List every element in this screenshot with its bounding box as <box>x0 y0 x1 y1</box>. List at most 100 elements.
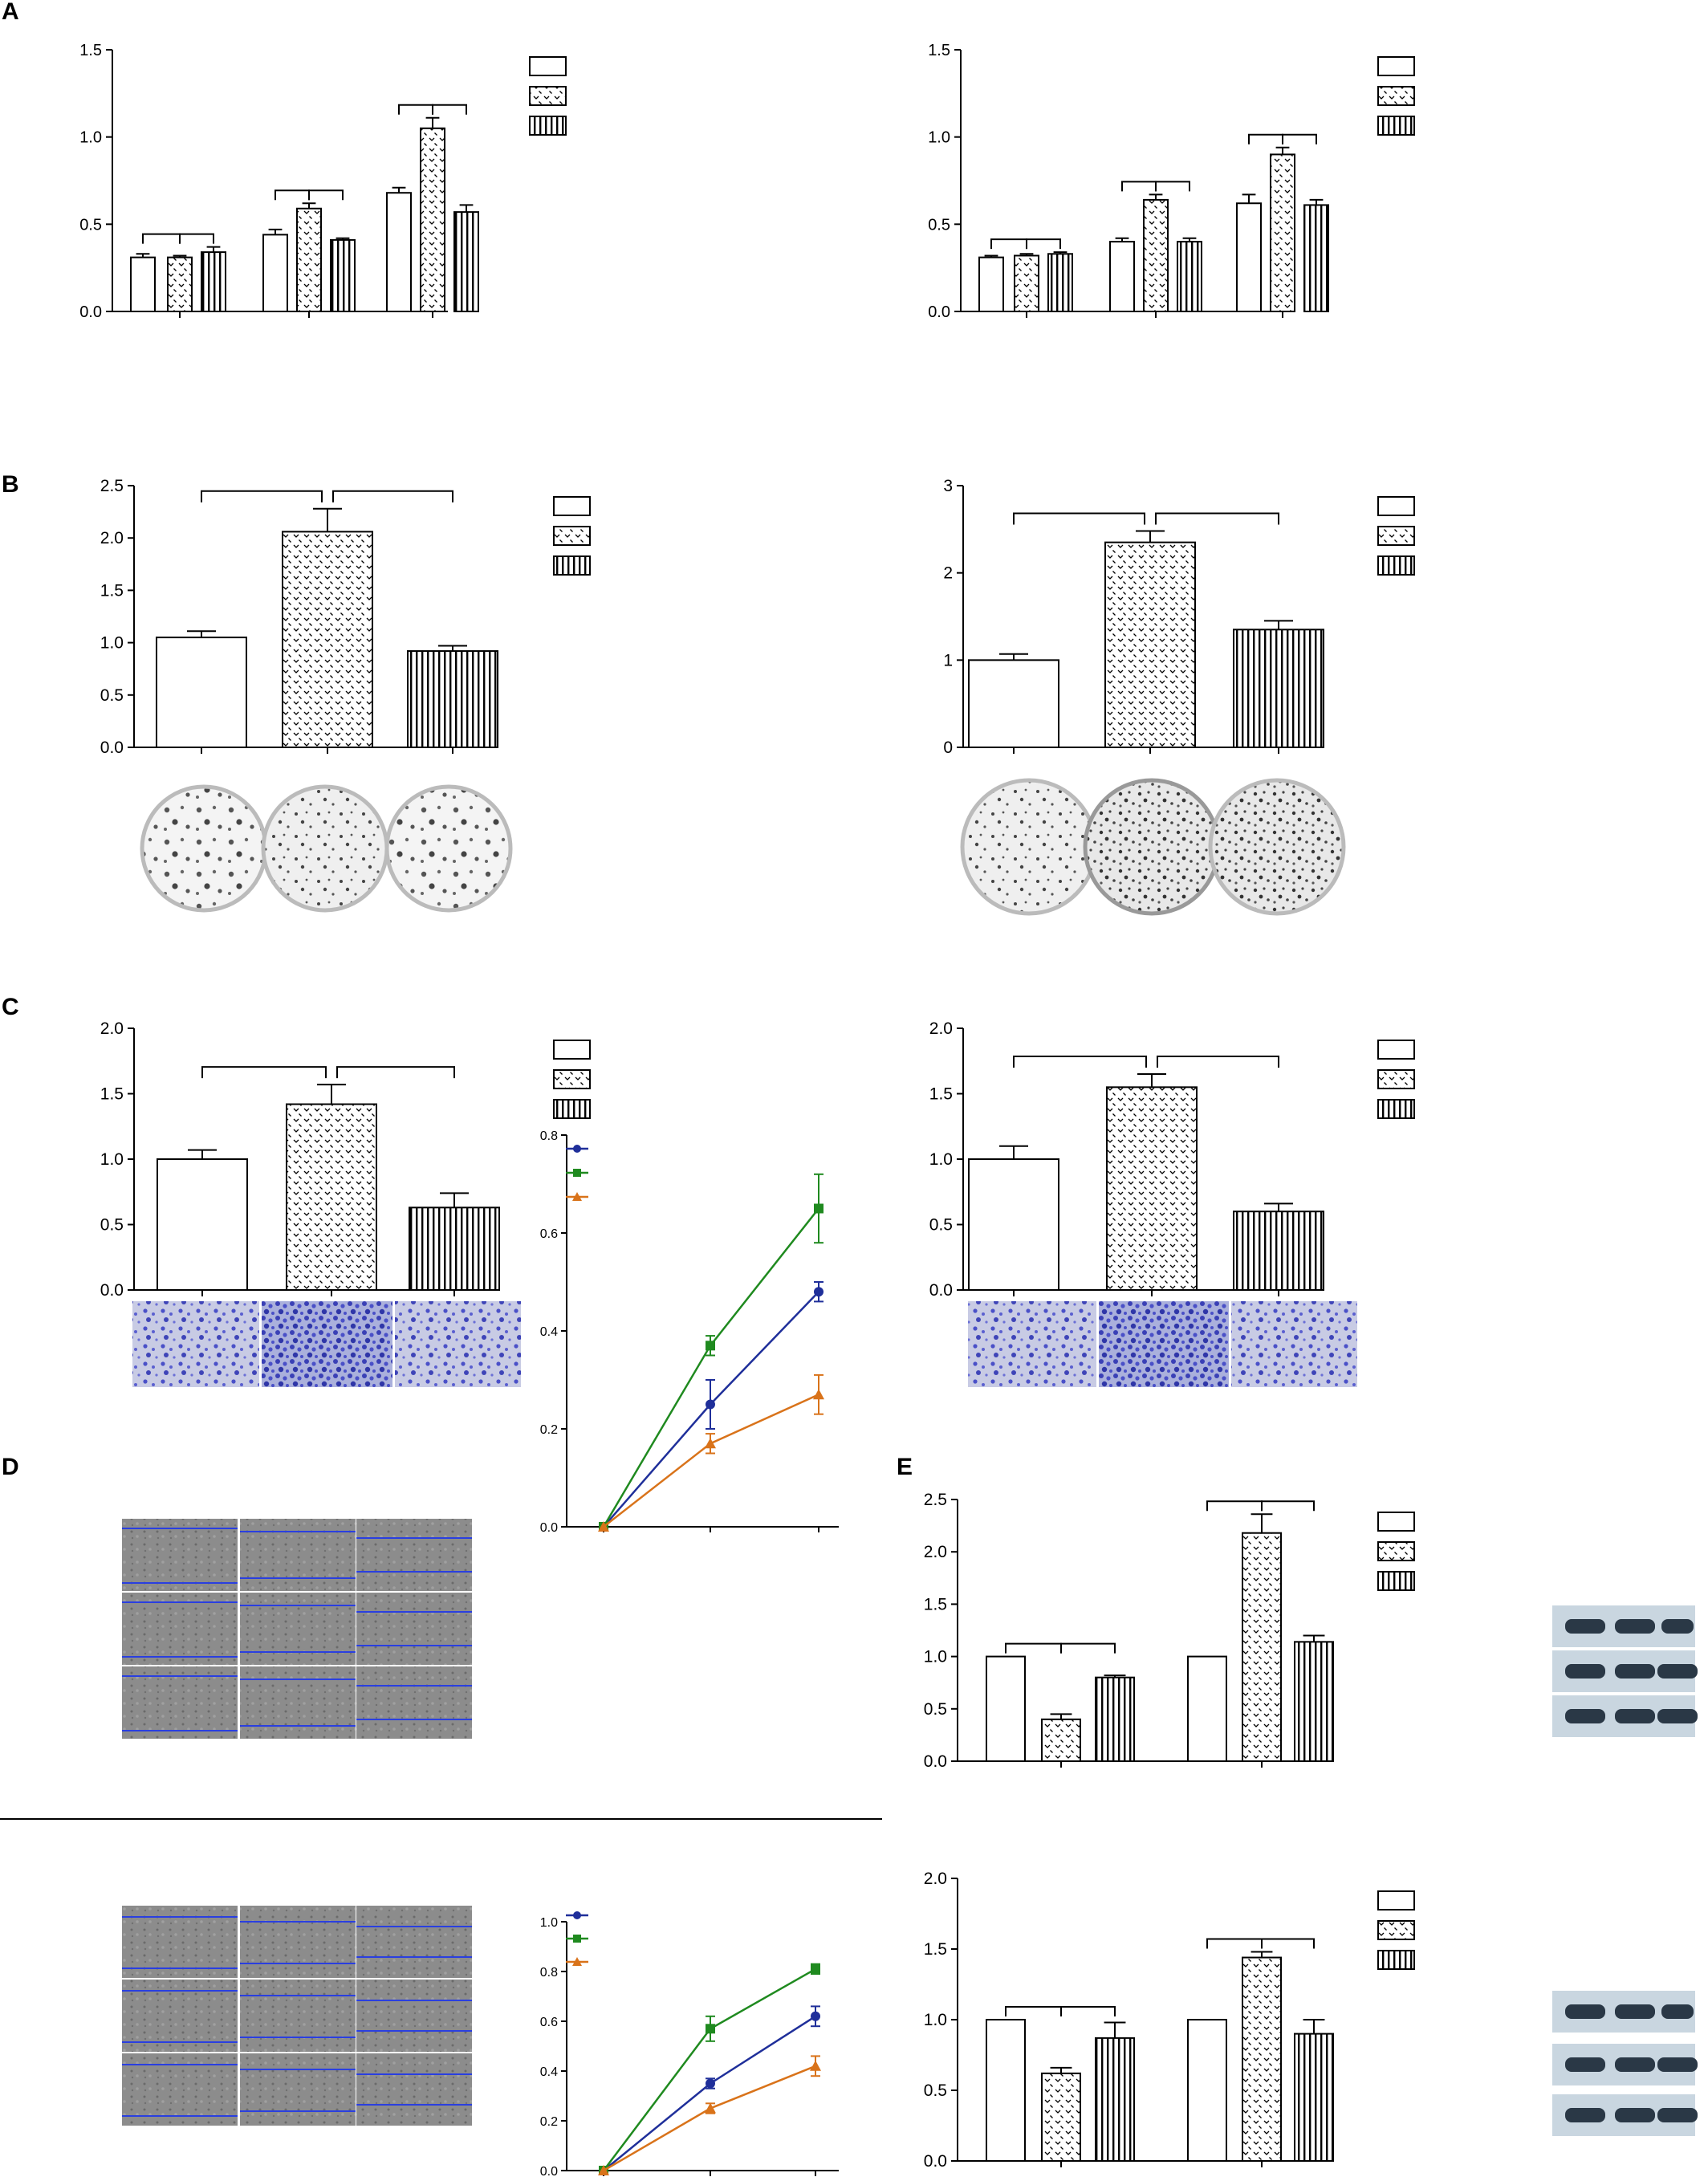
bar <box>453 211 479 312</box>
significance-bracket <box>432 104 467 115</box>
y-tick-label: 0.2 <box>540 2115 558 2129</box>
bar <box>1041 1718 1081 1763</box>
significance-bracket <box>201 1066 327 1079</box>
blot-band <box>1565 2057 1605 2072</box>
bar <box>986 1655 1026 1763</box>
bar <box>1270 153 1295 312</box>
y-tick-label: 0.0 <box>924 2152 947 2171</box>
chart-b-hela: 0.0 0.5 1.0 1.5 2.0 2.5 <box>100 477 591 757</box>
significance-bracket <box>1261 1938 1315 1949</box>
y-tick-label: 1.5 <box>79 42 102 59</box>
data-point <box>814 1203 824 1214</box>
bar <box>130 256 156 313</box>
data-point <box>811 2011 820 2021</box>
panel-label-a: A <box>2 0 19 25</box>
y-tick-label: 1.5 <box>924 1940 947 1959</box>
bar <box>1109 241 1135 313</box>
legend-swatch <box>529 86 567 106</box>
legend-marker <box>573 1935 581 1943</box>
data-point <box>706 2024 715 2034</box>
scratch-image <box>240 1666 356 1739</box>
bar <box>330 238 356 313</box>
y-tick-label: 0.5 <box>100 686 124 705</box>
blot-band <box>1615 2057 1655 2072</box>
y-tick-label: 1.5 <box>100 1085 124 1104</box>
bar <box>1143 198 1169 312</box>
blot-band <box>1661 2004 1694 2019</box>
y-tick-label: 2.0 <box>100 1019 124 1038</box>
significance-bracket <box>1206 1938 1263 1949</box>
blot-band <box>1657 1709 1698 1723</box>
scratch-image <box>240 1593 356 1665</box>
western-blot-c33a <box>1552 1991 1698 2136</box>
legend-swatch <box>1377 56 1415 76</box>
y-tick-label: 0.4 <box>540 2065 558 2079</box>
bar <box>1014 254 1039 313</box>
bar <box>1177 241 1202 313</box>
y-tick-label: 1.5 <box>100 581 124 600</box>
scratch-image <box>240 1519 356 1591</box>
scratch-image <box>240 2053 356 2126</box>
y-tick-label: 1.0 <box>79 129 102 147</box>
legend-swatch <box>1377 555 1415 576</box>
scratch-image <box>122 1519 238 1591</box>
y-tick-label: 0.0 <box>929 1281 953 1300</box>
bar <box>157 1158 248 1291</box>
legend-swatch <box>1377 1512 1415 1532</box>
bar <box>968 659 1059 748</box>
data-point <box>813 1389 824 1400</box>
data-point <box>706 2078 715 2089</box>
blot-band <box>1615 2004 1655 2019</box>
legend-swatch <box>1377 116 1415 136</box>
bar <box>1242 1532 1282 1763</box>
panel-label-b: B <box>2 471 19 498</box>
chart-b-c33a: 0 1 2 3 <box>943 477 1415 757</box>
scratch-image <box>122 1666 238 1739</box>
legend-marker <box>572 1192 582 1201</box>
bar <box>262 234 288 312</box>
blot-band <box>1661 1619 1694 1634</box>
y-tick-label: 2.5 <box>100 477 124 495</box>
invasion-images-hela <box>132 1301 521 1387</box>
invasion-image <box>1231 1301 1357 1387</box>
significance-bracket <box>1121 181 1157 192</box>
bar <box>420 127 445 312</box>
bar <box>1095 2037 1135 2162</box>
significance-bracket <box>274 189 310 201</box>
data-point <box>814 1287 824 1297</box>
scratch-image <box>122 1593 238 1665</box>
legend-marker <box>573 1145 581 1153</box>
y-tick-label: 0.5 <box>924 1700 947 1719</box>
y-tick-label: 1.5 <box>929 1085 953 1104</box>
significance-bracket <box>1155 512 1279 525</box>
y-tick-label: 1.5 <box>928 42 950 59</box>
bar <box>1106 1086 1198 1291</box>
y-tick-label: 0.0 <box>100 739 124 757</box>
colony-plates-hela <box>140 784 513 913</box>
y-tick-label: 1.0 <box>100 1150 124 1169</box>
blot-band <box>1565 2004 1605 2019</box>
legend-swatch <box>1377 1541 1415 1561</box>
blot-band <box>1615 1664 1655 1679</box>
bar <box>386 192 412 312</box>
series-line <box>602 1207 819 1528</box>
bar <box>201 251 226 312</box>
bar <box>1233 1211 1324 1291</box>
legend-marker <box>573 1169 581 1177</box>
bar <box>1236 202 1262 312</box>
significance-bracket <box>201 490 323 503</box>
blot-band <box>1565 1664 1605 1679</box>
significance-bracket <box>142 233 181 244</box>
y-tick-label: 0.5 <box>929 1216 953 1235</box>
legend-swatch <box>1377 1069 1415 1089</box>
data-point <box>706 1341 715 1351</box>
y-tick-label: 0.5 <box>924 2081 947 2100</box>
legend-swatch <box>1377 1099 1415 1119</box>
blot-band <box>1615 1619 1655 1634</box>
blot-band <box>1657 2057 1698 2072</box>
data-point <box>598 1521 609 1532</box>
colony-plate <box>1208 778 1346 916</box>
invasion-image <box>968 1301 1096 1387</box>
y-tick-label: 0.0 <box>924 1752 947 1771</box>
scratch-image <box>240 1980 356 2052</box>
